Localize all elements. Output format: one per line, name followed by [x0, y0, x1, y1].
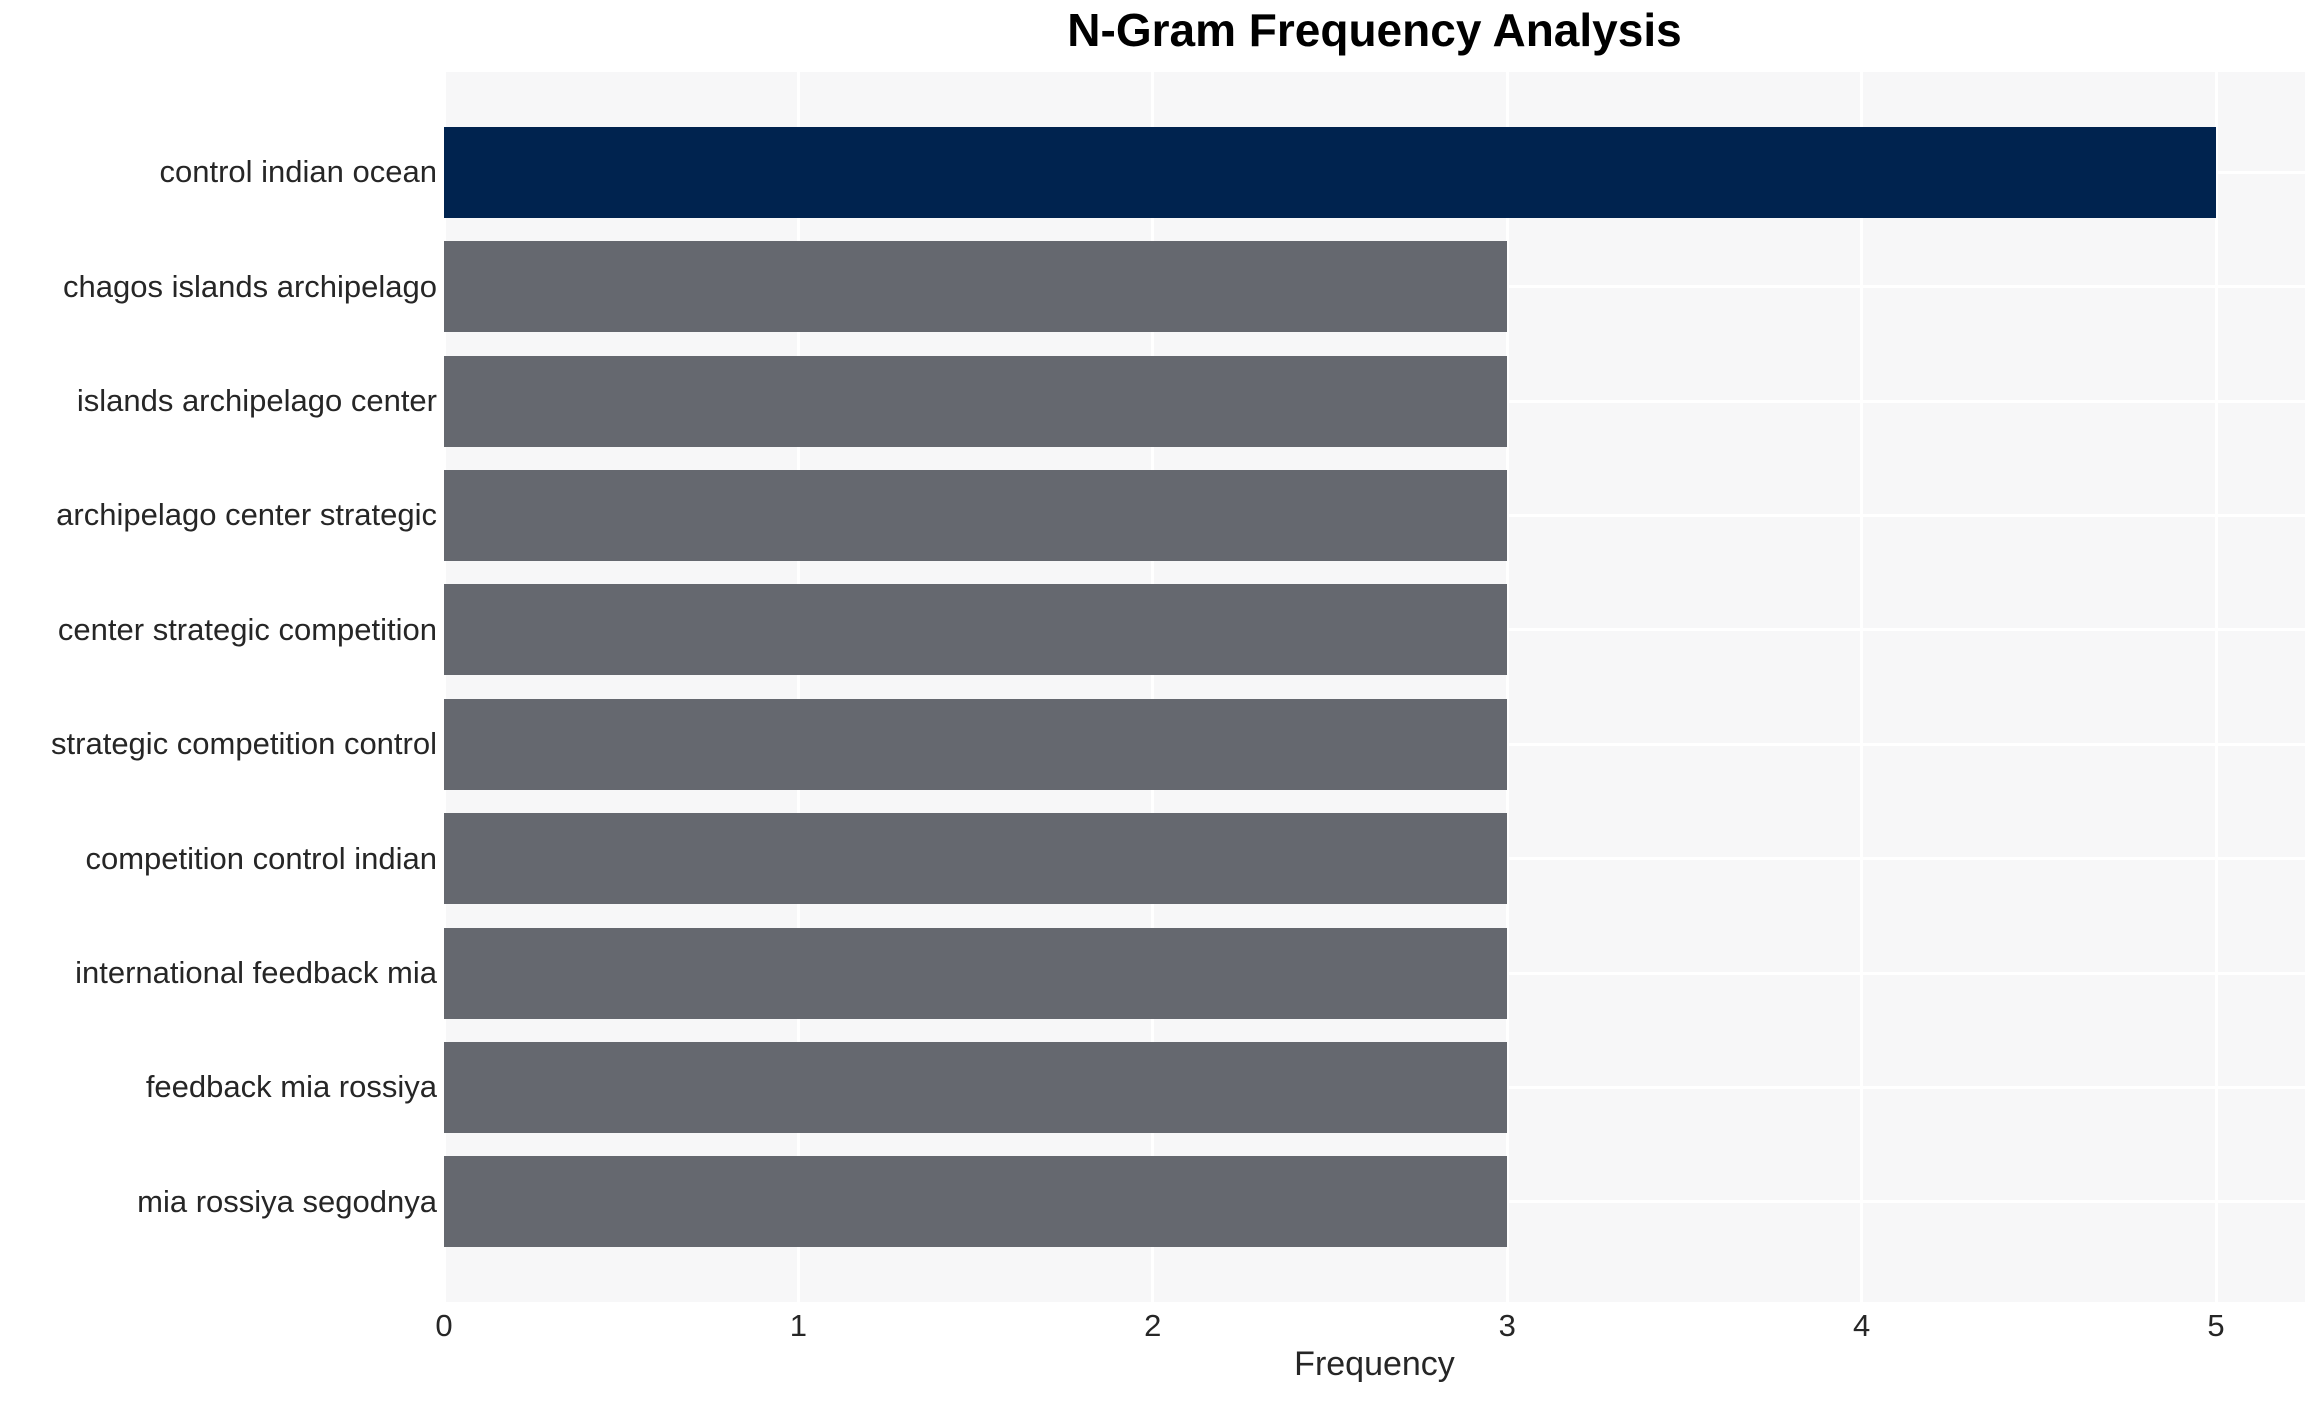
x-axis-title: Frequency — [1294, 1345, 1455, 1383]
bar — [444, 241, 1508, 333]
y-tick-label: archipelago center strategic — [56, 497, 437, 533]
bar — [444, 698, 1508, 790]
gridline-vertical — [1860, 72, 1864, 1302]
gridline-vertical — [2214, 72, 2218, 1302]
x-tick-label: 3 — [1498, 1308, 1516, 1343]
x-tick-label: 4 — [1852, 1308, 1871, 1343]
gridline-vertical — [796, 72, 800, 1302]
gridline-vertical — [1151, 72, 1155, 1302]
bar — [444, 813, 1508, 905]
x-tick-label: 0 — [435, 1308, 453, 1343]
chart-title: N-Gram Frequency Analysis — [1067, 4, 1682, 56]
y-tick-label: mia rossiya segodnya — [137, 1183, 437, 1219]
bar — [444, 355, 1508, 447]
y-tick-label: chagos islands archipelago — [63, 268, 437, 304]
bar — [444, 1156, 1508, 1248]
gridline-vertical — [1505, 72, 1509, 1302]
y-tick-label: feedback mia rossiya — [145, 1069, 437, 1105]
bar — [444, 1041, 1508, 1133]
y-tick-label: control indian ocean — [159, 154, 437, 190]
gridline-vertical — [444, 72, 446, 1302]
y-tick-label: center strategic competition — [57, 611, 437, 647]
plot-area — [444, 72, 2305, 1302]
y-axis-labels: control indian ocean chagos islands archi… — [0, 72, 437, 1302]
x-tick-label: 5 — [2207, 1308, 2225, 1343]
x-tick-label: 1 — [789, 1308, 808, 1343]
bar — [444, 584, 1508, 676]
bar — [444, 126, 2216, 218]
y-tick-label: islands archipelago center — [76, 382, 437, 418]
y-tick-label: strategic competition control — [51, 726, 437, 762]
y-tick-label: international feedback mia — [75, 954, 437, 990]
y-tick-label: competition control indian — [85, 840, 437, 876]
x-tick-label: 2 — [1144, 1308, 1162, 1343]
bar — [444, 927, 1508, 1019]
bar — [444, 469, 1508, 561]
